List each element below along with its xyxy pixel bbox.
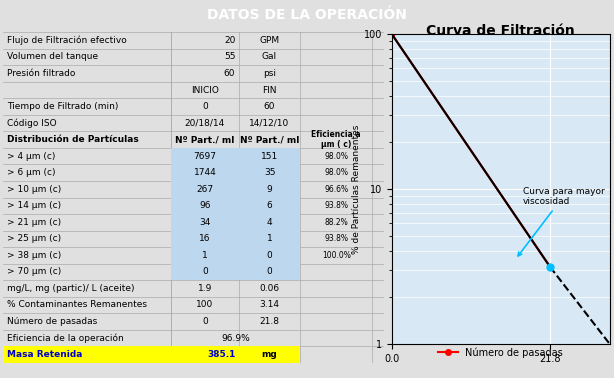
Text: 14/12/10: 14/12/10: [249, 119, 290, 128]
Text: 151: 151: [261, 152, 278, 161]
Text: 1: 1: [266, 234, 273, 243]
Y-axis label: % de Partículas Remanentes: % de Partículas Remanentes: [352, 124, 361, 254]
Text: 60: 60: [264, 102, 275, 111]
Text: 1744: 1744: [193, 168, 216, 177]
Text: 98.0%: 98.0%: [324, 152, 348, 161]
FancyBboxPatch shape: [171, 181, 300, 197]
Text: > 25 µm (c): > 25 µm (c): [7, 234, 61, 243]
FancyBboxPatch shape: [171, 214, 300, 231]
Text: 0.06: 0.06: [260, 284, 279, 293]
Text: 0: 0: [266, 267, 273, 276]
Text: 20: 20: [224, 36, 235, 45]
Text: 98.0%: 98.0%: [324, 168, 348, 177]
Text: psi: psi: [263, 69, 276, 78]
Text: % Contaminantes Remanentes: % Contaminantes Remanentes: [7, 301, 147, 310]
Text: Número de pasadas: Número de pasadas: [7, 317, 97, 326]
Text: 100: 100: [196, 301, 214, 310]
Text: 93.8%: 93.8%: [324, 234, 348, 243]
Text: 35: 35: [264, 168, 275, 177]
Text: Flujo de Filtración efectivo: Flujo de Filtración efectivo: [7, 36, 126, 45]
Text: > 10 µm (c): > 10 µm (c): [7, 185, 61, 194]
FancyBboxPatch shape: [171, 197, 300, 214]
Text: 96: 96: [199, 201, 211, 210]
Text: Masa Retenida: Masa Retenida: [7, 350, 82, 359]
Text: Tiempo de Filtrado (min): Tiempo de Filtrado (min): [7, 102, 119, 111]
Text: 34: 34: [199, 218, 211, 227]
Text: 9: 9: [266, 185, 273, 194]
Text: mg: mg: [262, 350, 278, 359]
Text: > 70 µm (c): > 70 µm (c): [7, 267, 61, 276]
Text: Gal: Gal: [262, 53, 277, 62]
Text: 0: 0: [202, 102, 208, 111]
Text: 93.8%: 93.8%: [324, 201, 348, 210]
Text: Volumen del tanque: Volumen del tanque: [7, 53, 98, 62]
Text: 1: 1: [202, 251, 208, 260]
Text: INICIO: INICIO: [191, 85, 219, 94]
FancyBboxPatch shape: [171, 231, 300, 247]
Text: Curva para mayor
viscosidad: Curva para mayor viscosidad: [518, 187, 604, 256]
Text: 7697: 7697: [193, 152, 216, 161]
Text: Distribución de Partículas: Distribución de Partículas: [7, 135, 139, 144]
Text: 0: 0: [202, 317, 208, 326]
Text: 267: 267: [196, 185, 214, 194]
FancyBboxPatch shape: [171, 264, 300, 280]
Text: Código ISO: Código ISO: [7, 118, 56, 128]
FancyBboxPatch shape: [171, 148, 300, 164]
Text: 6: 6: [266, 201, 273, 210]
Text: mg/L, mg (partic)/ L (aceite): mg/L, mg (partic)/ L (aceite): [7, 284, 134, 293]
Text: Eficiencia de la operación: Eficiencia de la operación: [7, 333, 123, 343]
Text: > 4 µm (c): > 4 µm (c): [7, 152, 55, 161]
Text: Nº Part./ ml: Nº Part./ ml: [240, 135, 299, 144]
FancyBboxPatch shape: [3, 346, 300, 363]
Text: 0: 0: [266, 251, 273, 260]
Text: 55: 55: [223, 53, 235, 62]
Text: Eficiencia a
µm ( c): Eficiencia a µm ( c): [311, 130, 361, 149]
Text: > 21 µm (c): > 21 µm (c): [7, 218, 61, 227]
Legend: Número de pasadas: Número de pasadas: [434, 343, 567, 362]
FancyBboxPatch shape: [171, 247, 300, 264]
Text: DATOS DE LA OPERACIÓN: DATOS DE LA OPERACIÓN: [207, 8, 407, 22]
Text: > 6 µm (c): > 6 µm (c): [7, 168, 55, 177]
Text: > 14 µm (c): > 14 µm (c): [7, 201, 61, 210]
Text: GPM: GPM: [260, 36, 279, 45]
Text: 385.1: 385.1: [207, 350, 235, 359]
Text: 4: 4: [266, 218, 273, 227]
Text: 100.0%: 100.0%: [322, 251, 351, 260]
Text: 0: 0: [202, 267, 208, 276]
Text: 96.6%: 96.6%: [324, 185, 348, 194]
Text: > 38 µm (c): > 38 µm (c): [7, 251, 61, 260]
Text: Nº Part./ ml: Nº Part./ ml: [175, 135, 235, 144]
Text: Curva de Filtración: Curva de Filtración: [426, 24, 575, 38]
Text: 20/18/14: 20/18/14: [185, 119, 225, 128]
Text: FIN: FIN: [262, 85, 277, 94]
Text: 16: 16: [199, 234, 211, 243]
Text: 96.9%: 96.9%: [221, 333, 250, 342]
Text: 60: 60: [223, 69, 235, 78]
Text: Presión filtrado: Presión filtrado: [7, 69, 76, 78]
Text: 88.2%: 88.2%: [324, 218, 348, 227]
Text: 1.9: 1.9: [198, 284, 212, 293]
FancyBboxPatch shape: [171, 164, 300, 181]
Text: 21.8: 21.8: [260, 317, 279, 326]
Text: 3.14: 3.14: [260, 301, 279, 310]
